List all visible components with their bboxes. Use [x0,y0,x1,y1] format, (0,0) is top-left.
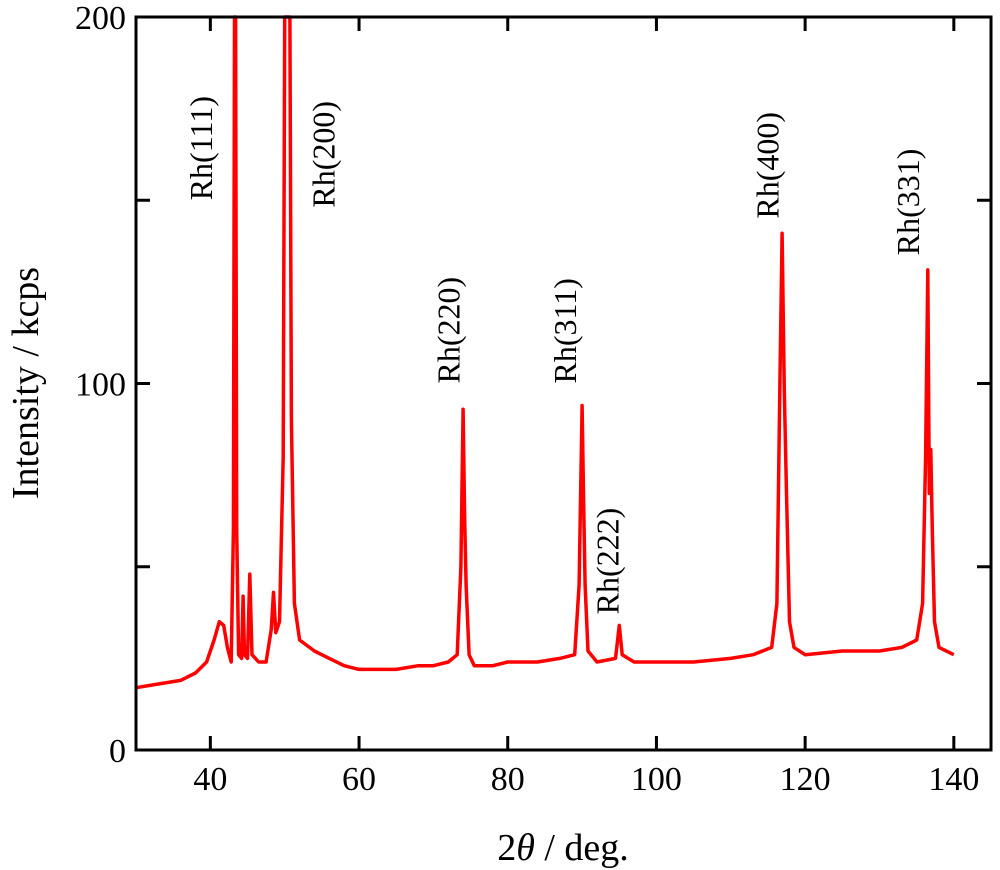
intensity-series-line [135,15,955,690]
y-axis-ticks: 0 100 200 [75,0,991,770]
y-tick-label: 100 [75,367,126,404]
x-tick-label: 140 [928,761,979,798]
peak-label: Rh(111) [183,96,219,200]
x-tick-label: 80 [491,761,525,798]
peak-labels: Rh(111) Rh(200) Rh(220) Rh(311) Rh(222) Rh(40… [183,96,926,614]
x-tick-label: 40 [193,761,227,798]
y-axis-title: Intensity / kcps [5,267,47,499]
peak-label: Rh(400) [749,112,785,219]
peak-label: Rh(220) [430,277,466,384]
x-tick-label: 100 [631,761,682,798]
x-tick-label: 60 [342,761,376,798]
y-tick-label: 0 [109,733,126,770]
peak-label: Rh(222) [590,508,626,615]
x-tick-label: 120 [780,761,831,798]
peak-label: Rh(200) [306,101,342,208]
x-axis-ticks: 40 60 80 100 120 140 [193,17,979,798]
x-axis-title: 2θ / deg. [497,827,629,869]
peak-label: Rh(311) [547,278,583,383]
y-tick-label: 200 [75,0,126,37]
peak-label: Rh(331) [890,149,926,256]
